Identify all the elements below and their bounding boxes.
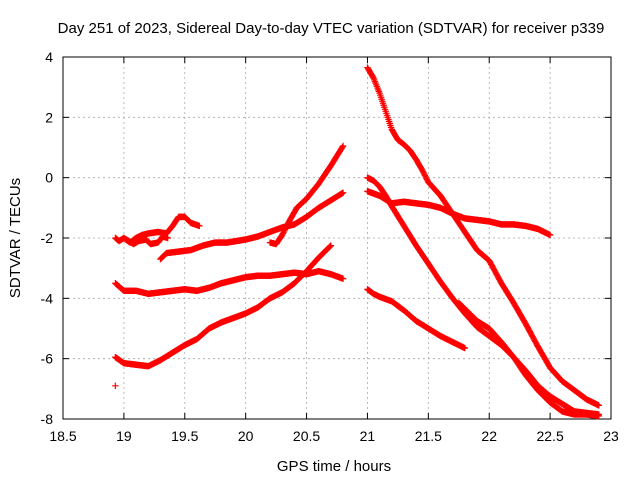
y-tick-label: -6 — [41, 351, 54, 367]
y-tick-label: 4 — [45, 49, 53, 65]
x-tick-label: 20.5 — [293, 428, 320, 444]
x-tick-label: 23 — [603, 428, 619, 444]
data-point — [546, 231, 554, 239]
x-tick-label: 21.5 — [415, 428, 442, 444]
y-tick-label: 2 — [45, 109, 53, 125]
series-F — [112, 242, 335, 370]
data-point — [339, 143, 346, 151]
series-L — [455, 299, 603, 418]
data-point — [196, 222, 203, 230]
series-D — [266, 142, 347, 248]
y-tick-label: -8 — [41, 411, 54, 427]
data-point — [112, 382, 119, 390]
y-tick-label: -2 — [41, 230, 54, 246]
x-tick-label: 22.5 — [536, 428, 563, 444]
data-point — [369, 73, 377, 81]
data-point — [327, 242, 335, 249]
y-axis-label: SDTVAR / TECUs — [7, 178, 24, 298]
x-tick-label: 18.5 — [49, 428, 76, 444]
data-point — [461, 344, 469, 352]
data-point — [327, 243, 334, 250]
series-E — [112, 267, 347, 298]
y-tick-label: 0 — [45, 170, 53, 186]
grid-lines — [63, 57, 611, 419]
x-tick-label: 19 — [116, 428, 132, 444]
y-axis: 4 2 0 -2 -4 -6 -8 — [41, 49, 611, 427]
y-tick-label: -4 — [41, 290, 54, 306]
data-point — [595, 402, 603, 409]
data-point — [164, 234, 171, 242]
data-point — [339, 275, 347, 282]
x-tick-label: 21 — [360, 428, 376, 444]
x-tick-label: 22 — [481, 428, 497, 444]
series-J — [364, 188, 554, 239]
x-tick-label: 20 — [238, 428, 254, 444]
series-C — [157, 189, 347, 263]
series-H — [364, 64, 603, 409]
data-point — [595, 411, 603, 418]
data-points — [112, 64, 603, 420]
x-tick-label: 19.5 — [171, 428, 198, 444]
data-point — [339, 142, 347, 150]
x-axis-label: GPS time / hours — [277, 458, 391, 475]
data-point — [339, 189, 347, 196]
chart-title: Day 251 of 2023, Sidereal Day-to-day VTE… — [58, 20, 605, 37]
data-point — [326, 243, 333, 251]
x-axis: 18.5 19 19.5 20 20.5 21 21.5 22 22.5 23 — [49, 57, 619, 444]
series-K — [364, 286, 469, 352]
series-G — [112, 382, 119, 390]
series-B — [123, 233, 171, 248]
